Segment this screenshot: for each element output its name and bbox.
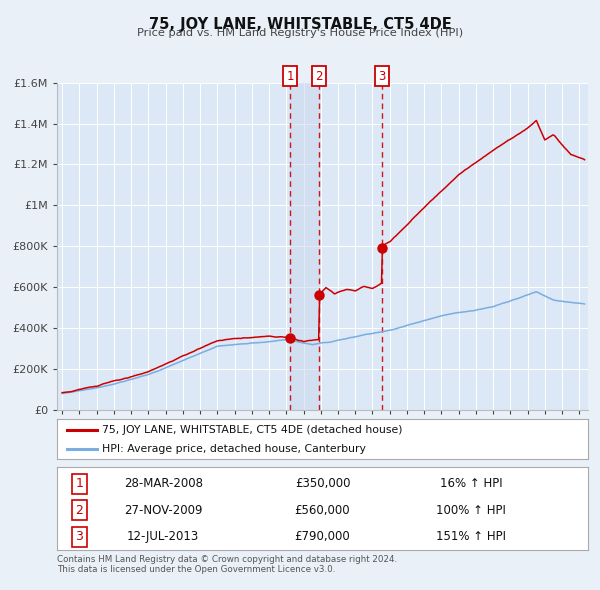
Text: £350,000: £350,000 bbox=[295, 477, 350, 490]
Text: 75, JOY LANE, WHITSTABLE, CT5 4DE (detached house): 75, JOY LANE, WHITSTABLE, CT5 4DE (detac… bbox=[102, 425, 403, 435]
Text: 75, JOY LANE, WHITSTABLE, CT5 4DE: 75, JOY LANE, WHITSTABLE, CT5 4DE bbox=[149, 17, 451, 31]
Bar bbox=[290, 83, 319, 410]
Text: 28-MAR-2008: 28-MAR-2008 bbox=[124, 477, 203, 490]
Text: Price paid vs. HM Land Registry's House Price Index (HPI): Price paid vs. HM Land Registry's House … bbox=[137, 28, 463, 38]
Text: 3: 3 bbox=[76, 530, 83, 543]
Text: This data is licensed under the Open Government Licence v3.0.: This data is licensed under the Open Gov… bbox=[57, 565, 335, 573]
Text: Contains HM Land Registry data © Crown copyright and database right 2024.: Contains HM Land Registry data © Crown c… bbox=[57, 555, 397, 563]
Text: 2: 2 bbox=[76, 504, 83, 517]
Text: HPI: Average price, detached house, Canterbury: HPI: Average price, detached house, Cant… bbox=[102, 444, 366, 454]
Text: 151% ↑ HPI: 151% ↑ HPI bbox=[436, 530, 506, 543]
Text: 3: 3 bbox=[378, 70, 385, 83]
Text: 2: 2 bbox=[316, 70, 323, 83]
Text: 1: 1 bbox=[287, 70, 294, 83]
Text: 27-NOV-2009: 27-NOV-2009 bbox=[124, 504, 202, 517]
Text: 16% ↑ HPI: 16% ↑ HPI bbox=[440, 477, 502, 490]
Text: £560,000: £560,000 bbox=[295, 504, 350, 517]
Text: £790,000: £790,000 bbox=[295, 530, 350, 543]
Text: 12-JUL-2013: 12-JUL-2013 bbox=[127, 530, 199, 543]
Text: 100% ↑ HPI: 100% ↑ HPI bbox=[436, 504, 506, 517]
Text: 1: 1 bbox=[76, 477, 83, 490]
